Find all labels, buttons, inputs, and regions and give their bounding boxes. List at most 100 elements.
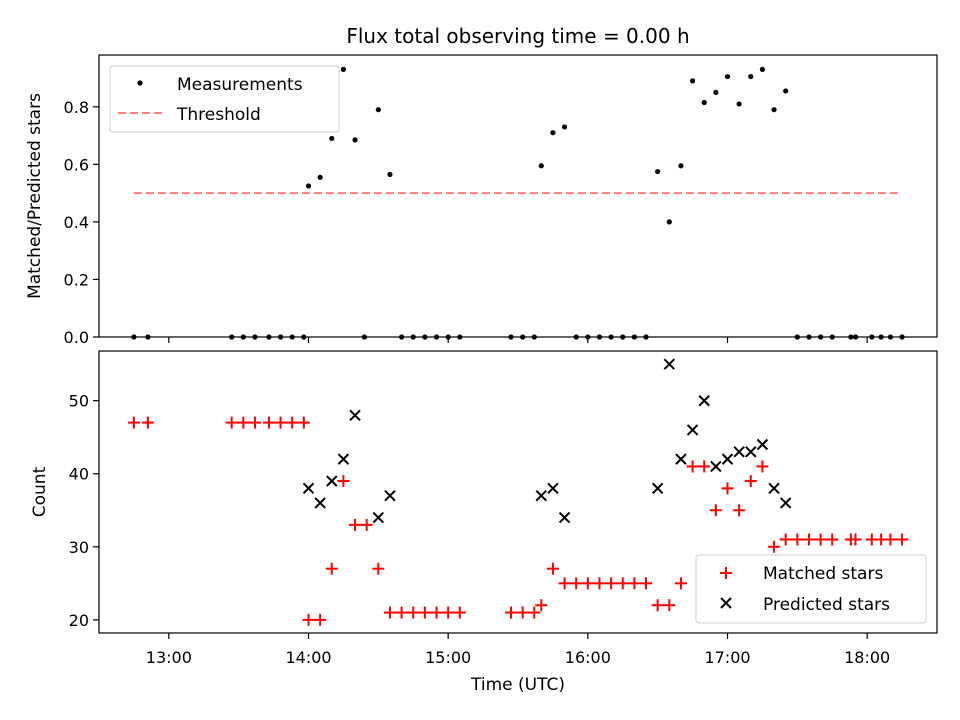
matched-stars-point	[127, 416, 140, 429]
predicted-stars-point	[337, 453, 350, 465]
top-y-ticks: 0.0 0.2 0.4 0.6 0.8	[64, 98, 99, 347]
matched-stars-point	[535, 599, 548, 612]
measurement-point	[329, 135, 335, 142]
matched-stars-point	[593, 577, 606, 590]
matched-stars-point	[744, 475, 757, 488]
measurement-point	[806, 334, 812, 340]
predicted-stars-point	[372, 511, 385, 524]
matched-stars-point	[570, 577, 583, 590]
measurement-point	[361, 334, 367, 340]
matched-stars-point	[286, 416, 299, 429]
measurement-point	[736, 101, 742, 107]
measurement-point	[818, 334, 824, 340]
measurement-point	[422, 334, 428, 340]
matched-stars-point	[337, 475, 350, 488]
measurement-point	[131, 334, 137, 340]
top-panel: 0.00.20.40.60.8 Matched/Predicted stars …	[25, 54, 938, 347]
matched-stars-point	[663, 599, 676, 612]
legend-measurements-label: Measurements	[177, 75, 303, 95]
measurement-point	[899, 334, 905, 340]
bottom-legend: Matched stars Predicted stars	[695, 554, 927, 624]
matched-stars-point	[896, 533, 909, 546]
measurement-point	[145, 334, 151, 340]
chart-title: Flux total observing time = 0.00 h	[346, 24, 689, 48]
top-marks	[131, 66, 905, 340]
measurement-point	[573, 334, 579, 340]
matched-stars-point	[360, 518, 373, 531]
measurement-point	[701, 99, 707, 106]
matched-stars-point	[802, 533, 815, 546]
measurement-point	[608, 334, 614, 340]
legend-predicted-marker	[720, 597, 732, 609]
predicted-stars-point	[547, 482, 559, 495]
matched-stars-point	[709, 504, 722, 517]
measurement-point	[252, 334, 258, 340]
top-ytick-label: 0.0	[64, 328, 89, 347]
matched-stars-point	[383, 606, 396, 619]
matched-stars-point	[616, 577, 629, 590]
matched-stars-point	[640, 577, 653, 590]
predicted-stars-point	[663, 358, 676, 370]
predicted-stars-point	[651, 482, 664, 495]
legend-threshold-label: Threshold	[176, 105, 261, 125]
predicted-stars-point	[349, 409, 361, 421]
measurement-point	[387, 171, 393, 178]
measurement-point	[229, 334, 235, 340]
matched-stars-point	[325, 562, 338, 575]
matched-stars-point	[297, 416, 310, 429]
measurement-point	[666, 219, 672, 225]
xtick-label: 15:00	[425, 648, 471, 667]
matched-stars-point	[141, 416, 154, 429]
matched-stars-point	[558, 577, 571, 590]
matched-stars-point	[302, 613, 315, 626]
legend-matched-marker	[720, 567, 732, 579]
predicted-stars-point	[733, 446, 745, 458]
matched-stars-point	[237, 416, 250, 429]
measurement-point	[352, 137, 358, 143]
xtick-label: 16:00	[565, 648, 611, 667]
predicted-stars-point	[326, 475, 338, 487]
measurement-point	[748, 73, 754, 80]
matched-stars-point	[349, 518, 362, 531]
measurement-point	[869, 334, 875, 340]
measurement-point	[305, 183, 312, 189]
predicted-stars-point	[698, 394, 710, 407]
top-x-ticks	[168, 337, 868, 343]
predicted-stars-point	[686, 424, 699, 436]
xtick-label: 13:00	[146, 648, 192, 667]
matched-stars-point	[768, 540, 781, 553]
measurement-point	[678, 163, 684, 169]
measurement-point	[277, 334, 284, 340]
matched-stars-point	[849, 533, 862, 546]
matched-stars-point	[779, 533, 792, 546]
measurement-point	[301, 334, 307, 340]
predicted-stars-point	[314, 497, 326, 509]
measurement-point	[848, 334, 854, 340]
measurement-point	[538, 163, 544, 169]
x-axis-label: Time (UTC)	[470, 675, 565, 695]
measurement-point	[520, 334, 526, 340]
top-ytick-label: 0.6	[64, 155, 89, 174]
measurement-point	[724, 73, 731, 80]
matched-stars-point	[581, 577, 594, 590]
measurement-point	[829, 334, 835, 340]
xtick-label: 17:00	[704, 648, 750, 667]
xtick-label: 14:00	[285, 648, 331, 667]
matched-stars-point	[698, 460, 711, 473]
matched-stars-point	[721, 482, 734, 495]
predicted-stars-point	[721, 453, 734, 465]
matched-stars-point	[262, 416, 275, 429]
measurement-point	[655, 168, 661, 175]
measurement-point	[410, 334, 416, 340]
predicted-stars-point	[384, 489, 396, 502]
matched-stars-point	[686, 460, 699, 473]
measurement-point	[375, 107, 381, 113]
top-y-axis-label: Matched/Predicted stars	[25, 93, 45, 299]
matched-stars-point	[605, 577, 618, 590]
bottom-ytick-label: 50	[69, 392, 89, 411]
bottom-x-ticks: 13:00 14:00 15:00 16:00 17:00 18:00	[146, 633, 890, 667]
predicted-stars-point	[745, 446, 757, 458]
predicted-stars-point	[302, 482, 315, 495]
measurement-point	[240, 334, 246, 340]
